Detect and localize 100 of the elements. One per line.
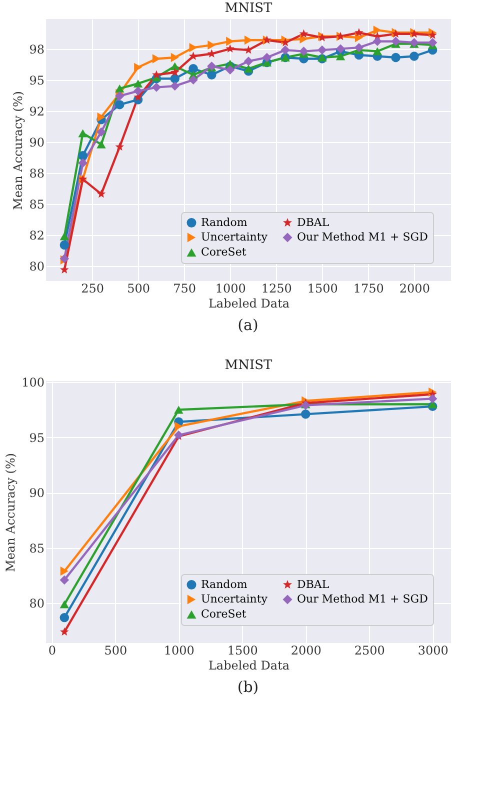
x-tick-label: 1250 bbox=[261, 282, 292, 296]
point bbox=[410, 52, 419, 61]
point bbox=[188, 64, 198, 74]
point bbox=[428, 394, 438, 404]
point bbox=[115, 100, 124, 110]
point bbox=[96, 140, 106, 148]
x-tick-label: 250 bbox=[81, 282, 104, 296]
x-tick-label: 3000 bbox=[418, 644, 448, 658]
legend-label: Random bbox=[201, 578, 248, 591]
chart-title: MNIST bbox=[224, 358, 273, 374]
y-tick-label: 90 bbox=[29, 486, 44, 500]
point bbox=[115, 91, 124, 101]
legend-label: Random bbox=[201, 216, 248, 229]
y-tick-label: 85 bbox=[29, 198, 44, 212]
point bbox=[96, 189, 106, 198]
y-tick-label: 95 bbox=[29, 430, 44, 445]
x-tick-label: 750 bbox=[173, 282, 196, 296]
point bbox=[60, 575, 70, 585]
point bbox=[60, 232, 70, 240]
legend-label: DBAL bbox=[297, 578, 330, 591]
x-tick-label: 2000 bbox=[290, 644, 322, 658]
x-tick-label: 2000 bbox=[399, 282, 430, 296]
x-tick-label: 0 bbox=[48, 644, 56, 658]
x-tick-label: 1000 bbox=[164, 644, 194, 658]
chart-title: MNIST bbox=[224, 1, 273, 16]
point bbox=[262, 52, 272, 62]
point bbox=[336, 52, 346, 60]
x-axis-title: Labeled Data bbox=[208, 296, 290, 310]
point bbox=[244, 56, 254, 66]
point bbox=[189, 42, 198, 52]
point bbox=[60, 566, 68, 576]
point bbox=[391, 52, 400, 62]
x-tick-label: 1500 bbox=[307, 282, 338, 296]
x-tick-label: 2500 bbox=[354, 644, 385, 658]
text: (b) bbox=[237, 678, 259, 696]
point bbox=[318, 45, 327, 55]
point bbox=[134, 62, 142, 72]
point bbox=[78, 129, 88, 138]
point bbox=[373, 26, 382, 35]
y-tick-label: 95 bbox=[29, 73, 44, 88]
point bbox=[78, 150, 88, 160]
point bbox=[244, 45, 253, 54]
point bbox=[170, 68, 180, 76]
y-tick-label: 90 bbox=[29, 135, 44, 150]
point bbox=[244, 64, 254, 73]
y-tick-label: 80 bbox=[29, 596, 44, 611]
point bbox=[188, 52, 198, 60]
point bbox=[60, 612, 70, 622]
legend-label: Our Method M1 + SGD bbox=[297, 592, 428, 606]
point bbox=[428, 30, 437, 39]
point bbox=[115, 84, 124, 93]
point bbox=[170, 62, 180, 70]
point bbox=[225, 65, 235, 75]
x-tick-label: 1500 bbox=[227, 644, 258, 658]
legend-label: Uncertainty bbox=[201, 230, 268, 244]
point bbox=[336, 44, 346, 54]
x-axis-title: Labeled Data bbox=[208, 658, 290, 672]
y-tick-label: 98 bbox=[29, 42, 44, 56]
point bbox=[299, 29, 308, 38]
point bbox=[170, 81, 180, 91]
point bbox=[152, 70, 161, 79]
y-tick-label: 88 bbox=[29, 166, 44, 180]
y-tick-label: 100 bbox=[22, 376, 44, 390]
point bbox=[226, 44, 234, 53]
legend-label: Uncertainty bbox=[201, 592, 268, 606]
point bbox=[301, 410, 310, 419]
point bbox=[428, 38, 438, 48]
point bbox=[60, 600, 70, 608]
text: (a) bbox=[238, 316, 258, 334]
point bbox=[354, 42, 364, 52]
point bbox=[170, 52, 179, 62]
point bbox=[372, 47, 382, 56]
x-tick-label: 1000 bbox=[215, 282, 246, 296]
point bbox=[60, 627, 69, 636]
point bbox=[60, 265, 69, 274]
point bbox=[299, 46, 308, 56]
point bbox=[174, 422, 183, 431]
point bbox=[174, 406, 184, 414]
point bbox=[354, 33, 363, 42]
point bbox=[96, 127, 106, 137]
legend-label: CoreSet bbox=[201, 608, 247, 620]
point bbox=[354, 28, 364, 36]
y-axis-title: Mean Accuracy (%) bbox=[4, 453, 18, 572]
y-tick-label: 85 bbox=[29, 541, 44, 556]
point bbox=[115, 142, 124, 151]
y-axis-title: Mean Accuracy (%) bbox=[11, 91, 26, 210]
point bbox=[188, 75, 198, 84]
legend-label: Our Method M1 + SGD bbox=[297, 230, 428, 244]
y-tick-label: 92 bbox=[29, 104, 44, 118]
y-tick-label: 80 bbox=[29, 260, 44, 274]
point bbox=[97, 112, 106, 122]
point bbox=[280, 45, 290, 55]
point bbox=[391, 36, 400, 46]
point bbox=[60, 240, 70, 250]
legend-label: DBAL bbox=[297, 216, 330, 229]
legend-label: CoreSet bbox=[201, 246, 247, 258]
point bbox=[208, 40, 216, 50]
point bbox=[133, 80, 143, 88]
point bbox=[372, 36, 382, 46]
point bbox=[152, 82, 162, 92]
